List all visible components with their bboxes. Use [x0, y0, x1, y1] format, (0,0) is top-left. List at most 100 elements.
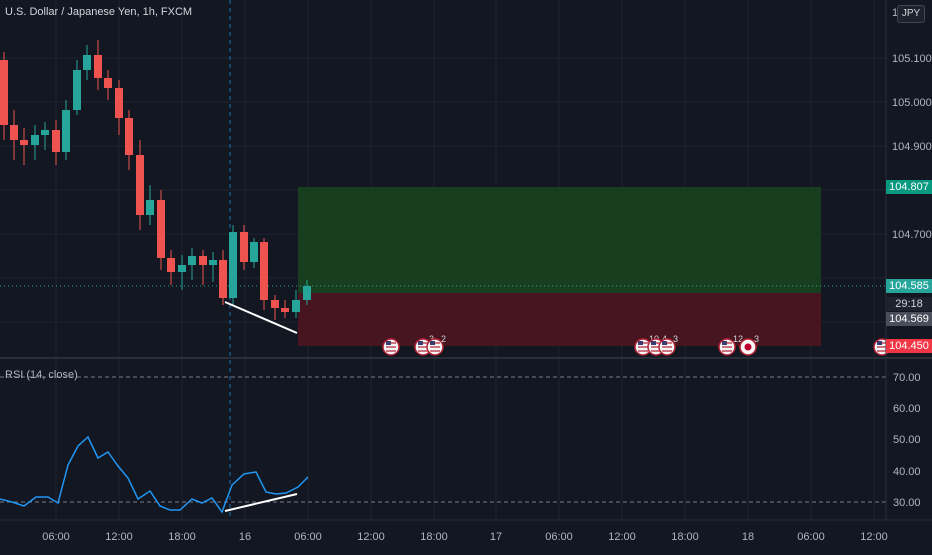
event-badge[interactable]: 2	[426, 334, 446, 356]
time-tick: 06:00	[42, 531, 70, 543]
rsi-line[interactable]	[0, 435, 309, 514]
rsi-tick: 60.00	[893, 403, 921, 415]
candle-body	[115, 88, 123, 118]
chart-title[interactable]: U.S. Dollar / Japanese Yen, 1h, FXCM	[5, 6, 193, 18]
event-badge[interactable]: 3	[739, 334, 759, 356]
time-tick: 06:00	[545, 531, 573, 543]
price-tick: 104.900	[892, 141, 932, 153]
time-tick: 18:00	[420, 531, 448, 543]
currency-button[interactable]: JPY	[897, 5, 925, 23]
event-badges[interactable]: 321043123	[382, 334, 891, 356]
time-tick: 18:00	[168, 531, 196, 543]
price-tick: 105.000	[892, 97, 932, 109]
rsi-tick: 70.00	[893, 372, 921, 384]
candle[interactable]	[157, 190, 165, 270]
candle-body	[157, 200, 165, 258]
candlesticks[interactable]	[0, 40, 311, 320]
candle[interactable]	[250, 238, 258, 268]
price-axis[interactable]: 105.100 105.000 104.900 104.700 1 0	[892, 7, 932, 241]
candle[interactable]	[94, 40, 102, 90]
rsi-tick: 40.00	[893, 466, 921, 478]
time-tick: 12:00	[357, 531, 385, 543]
candle[interactable]	[260, 238, 268, 310]
candle[interactable]	[209, 252, 217, 282]
time-axis[interactable]: 06:00 12:00 18:00 16 06:00 12:00 18:00 1…	[42, 531, 888, 543]
candle-body	[260, 242, 268, 300]
candle-body	[199, 256, 207, 265]
price-trend-line[interactable]	[224, 301, 298, 334]
profit-zone[interactable]	[298, 187, 821, 293]
candle[interactable]	[229, 225, 237, 305]
candle-body	[62, 110, 70, 152]
flag-canton	[638, 341, 643, 345]
event-count: 3	[673, 334, 678, 344]
candle[interactable]	[178, 255, 186, 290]
candle-body	[31, 135, 39, 145]
candle-body	[281, 308, 289, 312]
event-badge[interactable]	[382, 338, 400, 356]
candle[interactable]	[31, 125, 39, 160]
candle-body	[0, 60, 8, 125]
candle[interactable]	[167, 250, 175, 285]
candle[interactable]	[52, 120, 60, 165]
price-tick-partial: 1	[892, 7, 898, 19]
candle-body	[229, 232, 237, 298]
candle[interactable]	[83, 45, 91, 80]
candle[interactable]	[136, 140, 144, 230]
candle[interactable]	[125, 110, 133, 170]
candle-body	[303, 286, 311, 300]
time-tick: 18	[742, 531, 754, 543]
candle-body	[188, 256, 196, 265]
loss-zone[interactable]	[298, 293, 821, 346]
event-badge[interactable]: 12	[718, 334, 743, 356]
time-tick: 18:00	[671, 531, 699, 543]
candle[interactable]	[199, 250, 207, 285]
candle[interactable]	[219, 250, 227, 305]
time-tick: 12:00	[608, 531, 636, 543]
candle[interactable]	[62, 100, 70, 160]
rsi-tick: 30.00	[893, 497, 921, 509]
candle[interactable]	[281, 300, 289, 318]
candle-body	[167, 258, 175, 272]
candle-body	[73, 70, 81, 110]
take-profit-tag[interactable]: 104.807	[886, 180, 932, 194]
stop-loss-tag[interactable]: 104.450	[886, 339, 932, 353]
candle[interactable]	[292, 290, 300, 318]
candle-body	[219, 260, 227, 298]
countdown-tag: 29:18	[886, 297, 932, 311]
candle-body	[104, 78, 112, 88]
candle[interactable]	[73, 60, 81, 115]
candle-body	[94, 55, 102, 78]
candle[interactable]	[303, 280, 311, 305]
candle[interactable]	[115, 80, 123, 135]
candle[interactable]	[104, 70, 112, 100]
price-tick: 104.700	[892, 229, 932, 241]
candle[interactable]	[20, 128, 28, 165]
event-count: 3	[754, 334, 759, 344]
candle-body	[209, 260, 217, 265]
candle[interactable]	[188, 248, 196, 280]
flag-canton	[662, 341, 667, 345]
rsi-trend-line[interactable]	[224, 493, 298, 512]
last-price-tag[interactable]: 104.585	[886, 279, 932, 293]
candle[interactable]	[0, 52, 8, 140]
candle[interactable]	[240, 225, 248, 270]
candle[interactable]	[271, 295, 279, 320]
rsi-axis[interactable]: 70.00 60.00 50.00 40.00 30.00	[893, 372, 921, 509]
time-tick: 12:00	[860, 531, 888, 543]
event-badge[interactable]: 3	[658, 334, 678, 356]
rsi-title[interactable]: RSI (14, close)	[5, 369, 78, 381]
flag-canton	[877, 341, 882, 345]
candle[interactable]	[146, 185, 154, 225]
candle-body	[250, 242, 258, 262]
candle[interactable]	[10, 110, 18, 160]
candle-body	[83, 55, 91, 70]
time-tick: 17	[490, 531, 502, 543]
candle-body	[271, 300, 279, 308]
entry-tag[interactable]: 104.569	[886, 312, 932, 326]
candle[interactable]	[41, 122, 49, 150]
time-tick: 12:00	[105, 531, 133, 543]
candle-body	[178, 265, 186, 272]
